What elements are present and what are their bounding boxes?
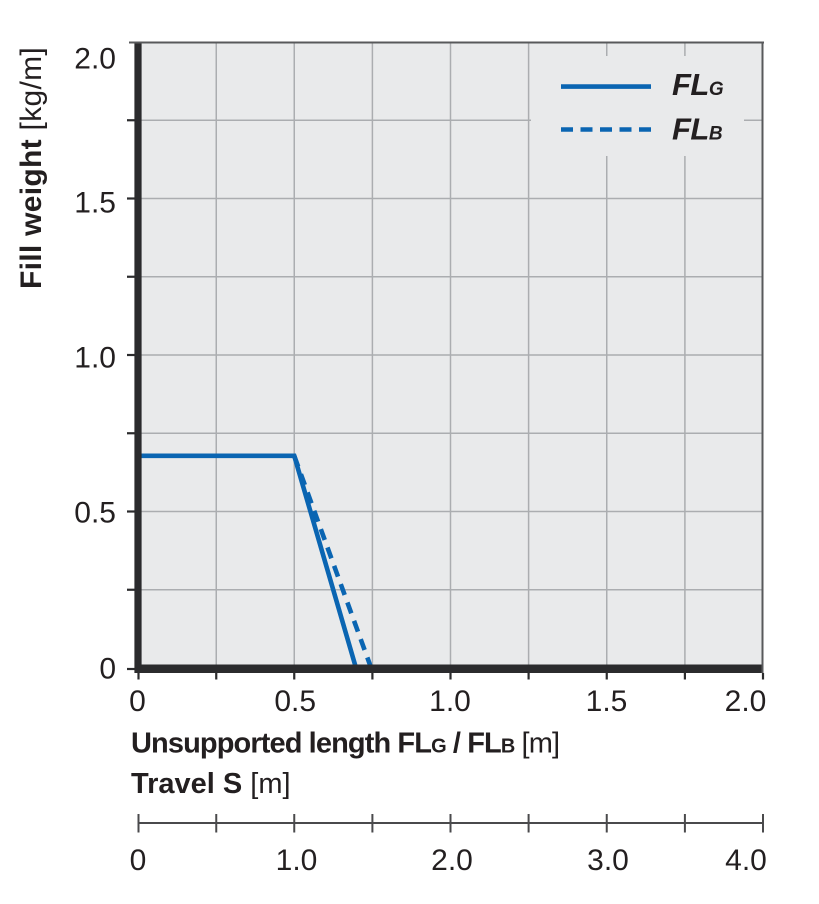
- svg-text:FLB: FLB: [672, 112, 723, 147]
- svg-text:1.0: 1.0: [276, 844, 318, 877]
- svg-text:0.5: 0.5: [274, 685, 316, 718]
- svg-text:1.0: 1.0: [429, 685, 471, 718]
- svg-text:Travel S [m]: Travel S [m]: [131, 768, 291, 800]
- svg-text:FLG: FLG: [672, 67, 724, 102]
- svg-text:0: 0: [130, 844, 147, 877]
- svg-text:2.0: 2.0: [74, 43, 116, 76]
- svg-text:2.0: 2.0: [431, 844, 473, 877]
- svg-text:Unsupported length FLG / FLB [: Unsupported length FLG / FLB [m]: [131, 728, 559, 760]
- svg-text:1.5: 1.5: [74, 187, 116, 220]
- svg-text:0.5: 0.5: [74, 496, 116, 529]
- svg-text:1.5: 1.5: [586, 685, 628, 718]
- svg-text:Fill weight [kg/m]: Fill weight [kg/m]: [15, 47, 48, 289]
- svg-text:0: 0: [99, 653, 116, 686]
- svg-text:0: 0: [129, 685, 146, 718]
- svg-text:4.0: 4.0: [725, 844, 767, 877]
- svg-text:1.0: 1.0: [74, 342, 116, 375]
- svg-text:2.0: 2.0: [725, 685, 767, 718]
- svg-text:3.0: 3.0: [587, 844, 629, 877]
